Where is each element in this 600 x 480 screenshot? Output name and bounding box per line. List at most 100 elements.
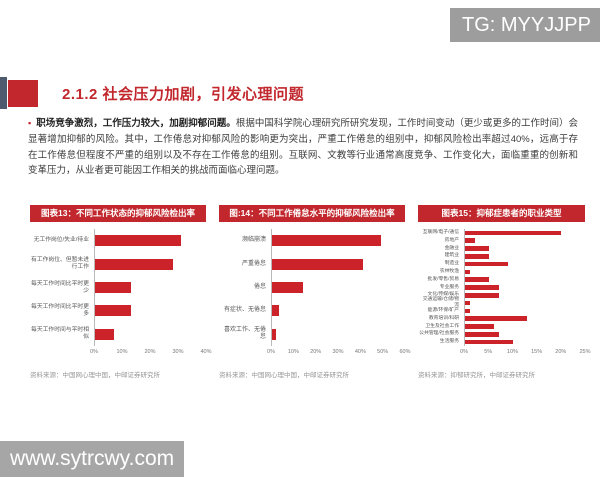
- bar-category-label: 严重倦怠: [241, 260, 266, 267]
- heading-marker-square: [8, 79, 38, 107]
- bar: [465, 261, 509, 267]
- chart-panel-13: 图表13：不同工作状态的抑郁风险检出率 无工作岗位/失业/待业 有工作岗位、但暂未…: [30, 205, 212, 379]
- bar-category-label: 每天工作时间与平时相似: [31, 327, 89, 341]
- bar-track: [464, 299, 585, 307]
- bar-row: 濒临崩溃: [219, 229, 405, 253]
- bar-row: 专业服务: [418, 283, 585, 292]
- x-axis: 0% 10% 20% 30% 40%: [90, 346, 211, 357]
- bar-category-label: 建筑业: [444, 253, 459, 259]
- bar-row: 每天工作时间与平时相似: [30, 322, 206, 347]
- bar-category-label: 互联网/电子/通信: [422, 230, 459, 236]
- bar-category-label: 每天工作时间比平时更少: [31, 280, 89, 294]
- bar: [465, 254, 489, 259]
- bar-category-label: 公共管理/社会服务: [419, 331, 459, 337]
- bar-track: [271, 299, 405, 323]
- chart-15-bars: 互联网/电子/通信 房地产 金融业 建筑业 制造业 农林牧渔 批发/零售/贸易 专业服务 文化/…: [418, 222, 591, 357]
- bar-category-label: 每天工作时间比平时更多: [31, 303, 89, 317]
- x-tick-label: 10%: [116, 349, 128, 356]
- bar-row: 建筑业: [418, 252, 585, 261]
- x-tick-label: 10%: [287, 349, 299, 356]
- bar: [465, 285, 499, 290]
- bar-track: [94, 299, 206, 323]
- bar: [95, 305, 132, 317]
- bar-category-label: 能源/环保/矿产: [427, 307, 459, 313]
- bar: [465, 316, 528, 321]
- bar-category-label: 有工作岗位、但暂未进行工作: [31, 257, 89, 271]
- x-tick-label: 20%: [144, 349, 156, 356]
- bar-track: [271, 322, 405, 347]
- bar-track: [464, 267, 585, 276]
- paragraph-lead: 职场竞争激烈，工作压力较大，加剧抑郁问题。: [36, 118, 236, 129]
- bar-track: [464, 283, 585, 292]
- bar-category-label: 喜欢工作、无倦怠: [223, 327, 266, 341]
- bar-row: 文化/传媒/娱乐: [418, 291, 585, 300]
- bar-category-label: 教育培训/科研: [428, 315, 459, 321]
- x-tick-label: 20%: [555, 348, 567, 355]
- bar-category-label: 无工作岗位/失业/待业: [33, 237, 89, 244]
- x-tick-label: 0%: [90, 349, 98, 356]
- bar-row: 每天工作时间比平时更少: [30, 275, 206, 300]
- bar: [272, 305, 279, 317]
- bar: [272, 282, 304, 294]
- bar-track: [94, 229, 206, 253]
- bar-row: 有症状、无倦怠: [219, 299, 405, 323]
- bar-track: [94, 252, 206, 276]
- chart-13-bars: 无工作岗位/失业/待业有工作岗位、但暂未进行工作 每天工作时间比平时更少 每天工作时…: [30, 222, 212, 357]
- page-title: 2.1.2 社会压力加剧，引发心理问题: [62, 85, 305, 103]
- chart-15-source: 资料来源：抑郁研究所，中邮证券研究所: [418, 372, 535, 379]
- bar: [465, 293, 499, 298]
- bar-track: [464, 275, 585, 284]
- bar-track: [464, 306, 585, 315]
- bar-track: [94, 322, 206, 347]
- bar-track: [464, 229, 585, 237]
- bar: [272, 235, 381, 247]
- bar-category-label: 交通运输/仓储/物流: [422, 297, 459, 309]
- bar-row: 每天工作时间比平时更多: [30, 299, 206, 323]
- x-tick-label: 10%: [506, 348, 518, 355]
- bar-row: 批发/零售/贸易: [418, 275, 585, 284]
- bar: [465, 230, 561, 236]
- bar: [465, 324, 494, 329]
- bar-track: [464, 291, 585, 300]
- x-tick-label: 20%: [310, 349, 322, 356]
- bar-track: [464, 236, 585, 245]
- bar-category-label: 制造业: [444, 261, 459, 267]
- bar-row: 农林牧渔: [418, 267, 585, 276]
- chart-panel-14: 图:14：不同工作倦怠水平的抑郁风险检出率 濒临崩溃 严重倦怠 倦怠 有症状、无倦怠喜…: [219, 205, 411, 379]
- x-tick-label: 25%: [579, 348, 591, 355]
- x-tick-label: 30%: [172, 349, 184, 356]
- bar-row: 卫生及社会工作: [418, 322, 585, 331]
- x-tick-label: 0%: [460, 348, 468, 355]
- bar: [465, 269, 470, 275]
- bar-row: 严重倦怠: [219, 252, 405, 276]
- bar-track: [464, 322, 585, 331]
- x-tick-label: 5%: [484, 348, 493, 355]
- bar-category-label: 专业服务: [439, 284, 459, 290]
- bar-track: [271, 229, 405, 253]
- bar: [465, 300, 470, 306]
- bar: [95, 258, 173, 270]
- bar-track: [271, 252, 405, 276]
- bar-row: 金融业: [418, 244, 585, 253]
- bar: [272, 258, 363, 270]
- bar: [465, 308, 470, 314]
- bar-track: [464, 338, 585, 346]
- bar-track: [464, 314, 585, 323]
- bar: [465, 332, 499, 337]
- bar-category-label: 有症状、无倦怠: [223, 307, 266, 314]
- bar-row: 交通运输/仓储/物流: [418, 297, 585, 309]
- bar: [465, 339, 513, 345]
- x-axis: 0% 5% 10% 15% 20% 25%: [460, 346, 590, 357]
- chart-panel-15: 图表15：抑郁症患者的职业类型 互联网/电子/通信 房地产 金融业 建筑业 制造业 农林牧…: [418, 205, 591, 379]
- x-tick-label: 50%: [377, 349, 389, 356]
- heading-marker-strip: [0, 77, 7, 109]
- bar-row: 生活服务: [418, 338, 585, 346]
- x-tick-label: 30%: [332, 349, 344, 356]
- bar: [465, 238, 475, 243]
- x-tick-label: 0%: [267, 349, 275, 356]
- paragraph-text: 根据中国科学院心理研究所研究发现，工作时间变动（更少或更多的工作时间）会显著增加…: [28, 118, 578, 177]
- bar-row: 教育培训/科研: [418, 314, 585, 323]
- bar-row: 能源/环保/矿产: [418, 306, 585, 315]
- chart-13-source: 资料来源：中国网心理中国，中邮证券研究所: [30, 372, 160, 379]
